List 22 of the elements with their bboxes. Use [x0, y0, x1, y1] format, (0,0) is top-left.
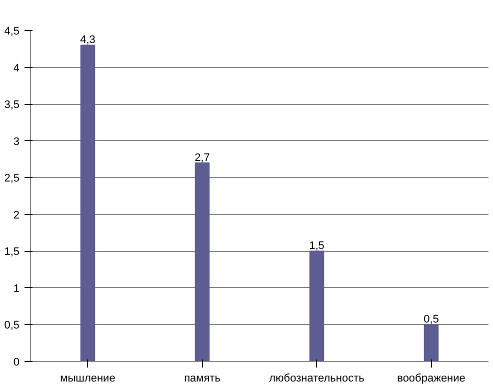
y-tick-label: 4,5: [4, 26, 20, 38]
y-tick-label: 0,5: [4, 320, 20, 332]
x-tick-label: мышление: [60, 372, 116, 384]
bar: [80, 44, 96, 362]
bar: [424, 324, 439, 362]
y-tick-label: 4: [13, 62, 20, 74]
y-tick-label: 1: [13, 282, 20, 295]
data-label: 4,3: [80, 34, 96, 46]
x-tick-label: воображение: [397, 372, 466, 384]
bar: [309, 250, 324, 362]
y-tick-label: 1,5: [4, 246, 20, 258]
y-tick-label: 3,5: [4, 99, 20, 112]
x-tick-label: любознательность: [269, 372, 365, 384]
y-tick-label: 3: [13, 136, 20, 148]
bar: [194, 162, 210, 362]
y-tick-label: 0: [13, 356, 20, 368]
y-tick-label: 2,5: [4, 172, 20, 185]
data-label: 0,5: [424, 314, 439, 326]
y-tick-label: 2: [13, 209, 20, 222]
data-label: 2,7: [194, 152, 210, 164]
x-tick-label: память: [184, 372, 221, 384]
data-label: 1,5: [309, 240, 324, 252]
